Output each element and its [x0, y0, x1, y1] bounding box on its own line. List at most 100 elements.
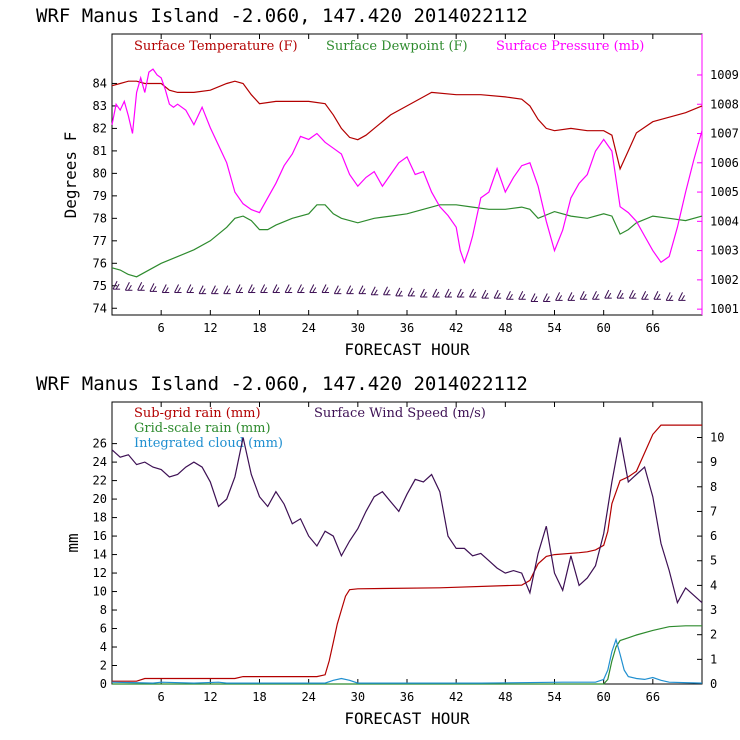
y2-tick-label: 1009: [710, 68, 739, 82]
wind-barb: [247, 284, 256, 294]
wind-barb: [432, 288, 440, 298]
chart-1-plot-frame: [111, 33, 703, 316]
y-tick-label: 0: [100, 677, 107, 691]
wind-barb: [333, 285, 342, 295]
chart-1: WRF Manus Island -2.060, 147.420 2014022…: [36, 5, 739, 359]
wind-barb: [481, 289, 489, 299]
wind-barb: [444, 288, 452, 298]
x-tick-label: 42: [449, 321, 463, 335]
chart-1-legend: Surface Temperature (F) Surface Dewpoint …: [134, 39, 644, 54]
wind-barb: [665, 292, 674, 301]
y2-tick-label: 4: [710, 578, 717, 592]
chart-2-legend: Sub-grid rain (mm) Surface Wind Speed (m/…: [134, 406, 486, 451]
wind-barb: [284, 284, 293, 294]
y-tick-label: 78: [93, 211, 107, 225]
wind-barb: [604, 289, 612, 299]
x-tick-label: 12: [203, 321, 217, 335]
chart-1-wind-barbs: [112, 280, 686, 303]
y-tick-label: 6: [100, 622, 107, 636]
y-tick-label: 76: [93, 256, 107, 270]
y-tick-label: 26: [93, 437, 107, 451]
wind-barb: [493, 289, 502, 299]
wind-barb: [678, 292, 686, 301]
x-tick-label: 48: [498, 321, 512, 335]
wind-barb: [321, 284, 330, 294]
series-line-surface-temperature-f: [111, 80, 703, 171]
chart-2-y-axis-label: mm: [63, 533, 82, 552]
legend-entry: Surface Dewpoint (F): [326, 39, 468, 54]
chart-1-series: [111, 68, 703, 278]
y-tick-label: 77: [93, 234, 107, 248]
chart-2-x-axis-label: FORECAST HOUR: [344, 709, 470, 728]
x-tick-label: 18: [252, 690, 266, 704]
y-tick-label: 82: [93, 121, 107, 135]
x-tick-label: 42: [449, 690, 463, 704]
series-line-surface-wind-speed-m-s: [111, 437, 703, 605]
legend-entry: Grid-scale rain (mm): [134, 421, 271, 436]
y-tick-label: 2: [100, 659, 107, 673]
chart-2-series: [111, 424, 703, 685]
y2-tick-label: 1006: [710, 156, 739, 170]
series-line-surface-dewpoint-f: [111, 204, 703, 278]
x-tick-label: 48: [498, 690, 512, 704]
wind-barb: [198, 285, 207, 295]
legend-entry: Surface Pressure (mb): [496, 39, 644, 54]
y-tick-label: 10: [93, 585, 107, 599]
x-tick-label: 24: [301, 690, 315, 704]
wind-barb: [235, 284, 244, 294]
wind-barb: [161, 284, 170, 294]
chart-1-x-axis-label: FORECAST HOUR: [344, 340, 470, 359]
y-tick-label: 22: [93, 474, 107, 488]
y-tick-label: 75: [93, 279, 107, 293]
chart-2: WRF Manus Island -2.060, 147.420 2014022…: [36, 373, 724, 728]
y2-tick-label: 8: [710, 480, 717, 494]
y-tick-label: 8: [100, 603, 107, 617]
x-tick-label: 18: [252, 321, 266, 335]
chart-1-ticks: 6 12 18 24 30 36 42 48 54 60 66 74 75 76 77 78 79 80 81 82 8…: [93, 34, 739, 335]
wind-barb: [469, 288, 477, 298]
legend-entry: Surface Wind Speed (m/s): [314, 406, 486, 421]
wind-barb: [518, 291, 526, 300]
y-tick-label: 84: [93, 76, 107, 90]
chart-2-title: WRF Manus Island -2.060, 147.420 2014022…: [36, 373, 528, 395]
wind-barb: [186, 284, 194, 294]
wind-barb: [149, 283, 157, 292]
wind-barb: [542, 293, 551, 303]
y-tick-label: 74: [93, 301, 107, 315]
y2-tick-label: 6: [710, 529, 717, 543]
y2-tick-label: 9: [710, 455, 717, 469]
wind-barb: [210, 285, 219, 295]
x-tick-label: 54: [547, 321, 561, 335]
x-tick-label: 6: [158, 321, 165, 335]
x-tick-label: 30: [351, 321, 365, 335]
wind-barb: [530, 293, 539, 303]
wind-barb: [383, 286, 391, 296]
x-tick-label: 24: [301, 321, 315, 335]
x-tick-label: 6: [158, 690, 165, 704]
x-tick-label: 60: [596, 690, 610, 704]
x-tick-label: 60: [596, 321, 610, 335]
y2-tick-label: 1004: [710, 214, 739, 228]
wind-barb: [370, 286, 379, 296]
y2-tick-label: 1: [710, 652, 717, 666]
wind-barb: [137, 282, 145, 291]
x-tick-label: 66: [646, 690, 660, 704]
wind-barb: [174, 284, 182, 294]
wind-barb: [272, 284, 280, 294]
legend-entry: Surface Temperature (F): [134, 39, 298, 54]
y-tick-label: 80: [93, 166, 107, 180]
legend-entry: Integrated cloud (mm): [134, 436, 283, 451]
y2-tick-label: 1007: [710, 127, 739, 141]
y-tick-label: 24: [93, 455, 107, 469]
x-tick-label: 36: [400, 321, 414, 335]
wind-barb: [616, 289, 625, 299]
y2-tick-label: 1008: [710, 97, 739, 111]
wind-barb: [346, 285, 354, 295]
wind-barb: [579, 291, 588, 300]
y2-tick-label: 1002: [710, 273, 739, 287]
wind-barb: [407, 287, 416, 297]
y-tick-label: 12: [93, 566, 107, 580]
wind-barb: [592, 291, 600, 300]
wind-barb: [505, 291, 514, 300]
